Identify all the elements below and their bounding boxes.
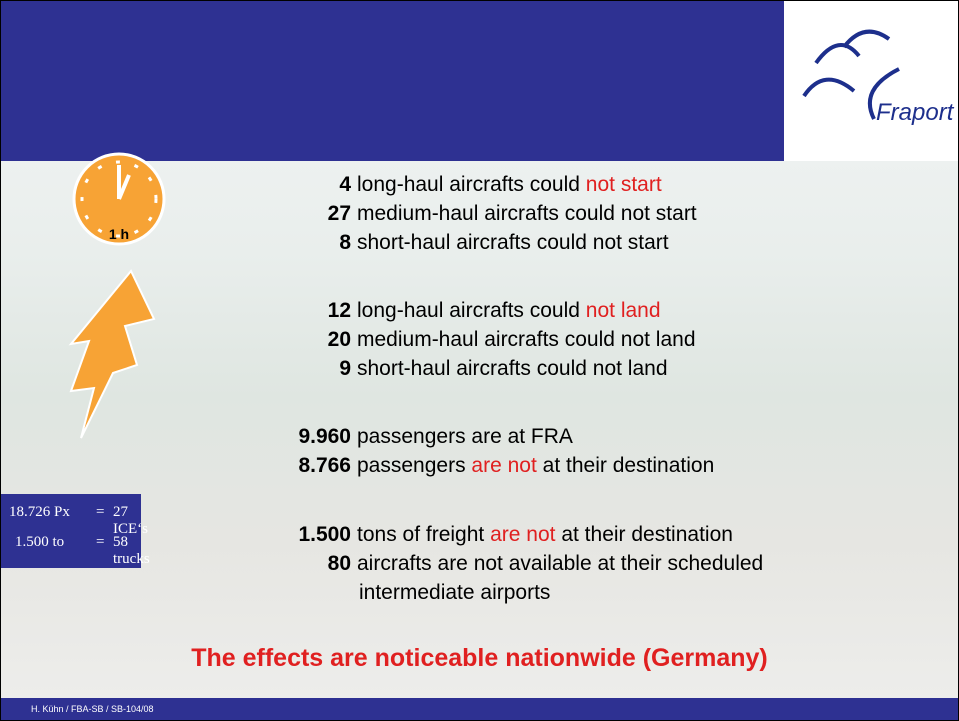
fact-text: tons of freight are not at their destina… bbox=[357, 523, 733, 547]
conversion-row: 1.500 to=58 trucks bbox=[1, 534, 141, 554]
fact-part: passengers are at FRA bbox=[357, 425, 573, 448]
fact-highlight: are not bbox=[490, 523, 555, 546]
conversion-cell: 1.500 to bbox=[15, 534, 64, 551]
fact-part: short-haul aircrafts could not start bbox=[357, 231, 669, 254]
fact-number: 1.500 bbox=[201, 523, 351, 547]
fact-number: 27 bbox=[201, 202, 351, 226]
logo-text: Fraport bbox=[876, 99, 953, 127]
fact-number: 9.960 bbox=[201, 425, 351, 449]
logo: Fraport bbox=[784, 1, 958, 161]
fact-part: passengers bbox=[357, 454, 466, 477]
fact-number: 8.766 bbox=[201, 454, 351, 478]
clock-label: 1 h bbox=[109, 226, 129, 242]
fact-part: intermediate airports bbox=[359, 581, 550, 604]
fact-part: medium-haul aircrafts could not land bbox=[357, 328, 696, 351]
fact-number: 20 bbox=[201, 328, 351, 352]
fact-text: long-haul aircrafts could not start bbox=[357, 173, 662, 197]
conversion-cell: 27 ICE‘s bbox=[113, 504, 148, 538]
fact-highlight: not land bbox=[586, 299, 661, 322]
fact-part: long-haul aircrafts could bbox=[357, 173, 580, 196]
fact-part: short-haul aircrafts could not land bbox=[357, 357, 668, 380]
fact-part: tons of freight bbox=[357, 523, 484, 546]
fact-highlight: are not bbox=[471, 454, 536, 477]
fact-text: passengers are not at their destination bbox=[357, 454, 714, 478]
logo-mark bbox=[784, 1, 958, 161]
fact-part: at their destination bbox=[543, 454, 715, 477]
fact-part: aircrafts are not available at their sch… bbox=[357, 552, 763, 575]
fact-part: at their destination bbox=[561, 523, 733, 546]
fact-highlight: not start bbox=[586, 173, 662, 196]
illustrations: 1 h bbox=[1, 151, 201, 651]
fact-text: short-haul aircrafts could not land bbox=[357, 357, 668, 381]
fact-number: 12 bbox=[201, 299, 351, 323]
conversion-cell: = bbox=[96, 504, 104, 521]
conclusion: The effects are noticeable nationwide (G… bbox=[1, 644, 958, 673]
lightning bbox=[71, 271, 154, 438]
slide: Fraport 1 h 18.726 Px = 27 ICE‘s 1.500 to = 5… bbox=[0, 0, 959, 721]
fact-text: long-haul aircrafts could not land bbox=[357, 299, 661, 323]
fact-text: aircrafts are not available at their sch… bbox=[357, 552, 763, 576]
fact-number: 80 bbox=[201, 552, 351, 576]
fact-part: medium-haul aircrafts could not start bbox=[357, 202, 697, 225]
fact-part: long-haul aircrafts could bbox=[357, 299, 580, 322]
fact-number: 8 bbox=[201, 231, 351, 255]
footer: H. Kühn / FBA-SB / SB-104/08 bbox=[1, 698, 958, 720]
conversion-cell: 18.726 Px bbox=[9, 504, 70, 521]
fact-text: short-haul aircrafts could not start bbox=[357, 231, 669, 255]
fact-text: passengers are at FRA bbox=[357, 425, 573, 449]
fact-text: medium-haul aircrafts could not land bbox=[357, 328, 696, 352]
fact-number: 4 bbox=[201, 173, 351, 197]
conversion-cell: 58 trucks bbox=[113, 534, 150, 568]
fact-text: medium-haul aircrafts could not start bbox=[357, 202, 697, 226]
footer-text: H. Kühn / FBA-SB / SB-104/08 bbox=[31, 704, 154, 714]
conversion-row: 18.726 Px=27 ICE‘s bbox=[1, 504, 141, 524]
fact-text: intermediate airports bbox=[359, 581, 550, 605]
fact-number: 9 bbox=[201, 357, 351, 381]
conversion-cell: = bbox=[96, 534, 104, 551]
